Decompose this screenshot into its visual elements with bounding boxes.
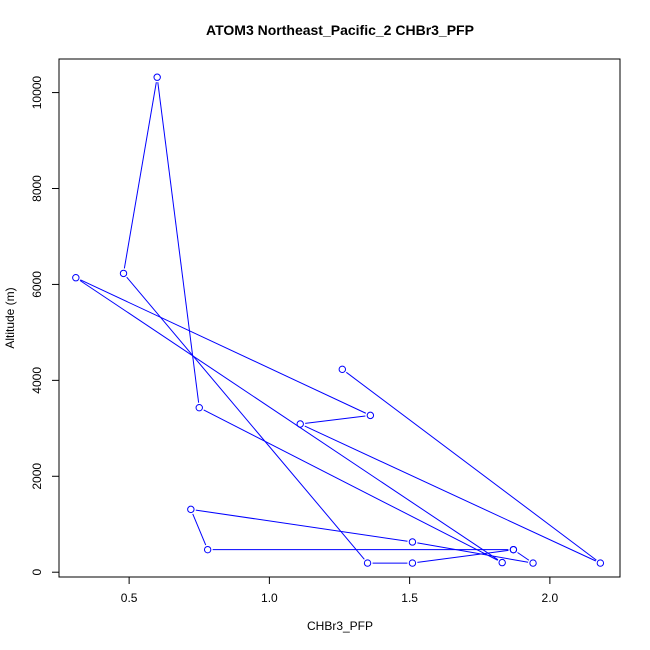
series-segment xyxy=(346,371,597,561)
data-point xyxy=(195,403,203,412)
data-point xyxy=(72,274,80,282)
data-point xyxy=(498,558,506,567)
series-segment xyxy=(304,425,597,562)
data-point xyxy=(529,559,537,567)
y-tick-label: 0 xyxy=(30,569,44,576)
x-axis: 0.5 1.0 1.5 2.0 xyxy=(121,577,559,605)
data-point xyxy=(296,420,304,428)
series-segment xyxy=(79,280,499,561)
series-layer xyxy=(72,73,605,567)
series-segment xyxy=(80,279,367,414)
data-point xyxy=(509,545,518,554)
data-point xyxy=(408,538,417,546)
chart-title: ATOM3 Northeast_Pacific_2 CHBr3_PFP xyxy=(206,22,474,38)
x-tick-label: 2.0 xyxy=(542,591,559,605)
data-point xyxy=(153,73,161,81)
series-segment xyxy=(517,552,530,561)
data-point xyxy=(187,505,195,514)
data-point xyxy=(363,559,372,567)
series-segment xyxy=(157,82,200,403)
x-tick-label: 1.5 xyxy=(401,591,418,605)
series-segment xyxy=(195,509,408,542)
y-tick-label: 4000 xyxy=(30,367,44,394)
y-tick-label: 6000 xyxy=(30,271,44,298)
y-axis-label: Altitude (m) xyxy=(3,287,17,348)
series-segment xyxy=(417,542,529,563)
y-tick-label: 10000 xyxy=(30,76,44,110)
data-point xyxy=(119,269,128,278)
series-segment xyxy=(126,276,365,560)
y-tick-label: 8000 xyxy=(30,175,44,202)
data-point xyxy=(338,365,347,374)
x-tick-label: 1.0 xyxy=(261,591,278,605)
series-segment xyxy=(203,409,498,561)
series-segment xyxy=(305,415,366,424)
y-axis: 0 2000 4000 6000 8000 10000 xyxy=(30,76,59,576)
data-point xyxy=(596,559,605,567)
series-segment xyxy=(192,513,207,546)
plot-frame xyxy=(58,58,621,578)
series-segment xyxy=(123,82,157,269)
x-tick-label: 0.5 xyxy=(121,591,138,605)
data-point xyxy=(408,559,417,567)
data-point xyxy=(203,545,212,554)
data-point xyxy=(366,411,375,420)
series-segment xyxy=(417,549,509,563)
x-axis-label: CHBr3_PFP xyxy=(307,619,373,633)
y-tick-label: 2000 xyxy=(30,463,44,490)
